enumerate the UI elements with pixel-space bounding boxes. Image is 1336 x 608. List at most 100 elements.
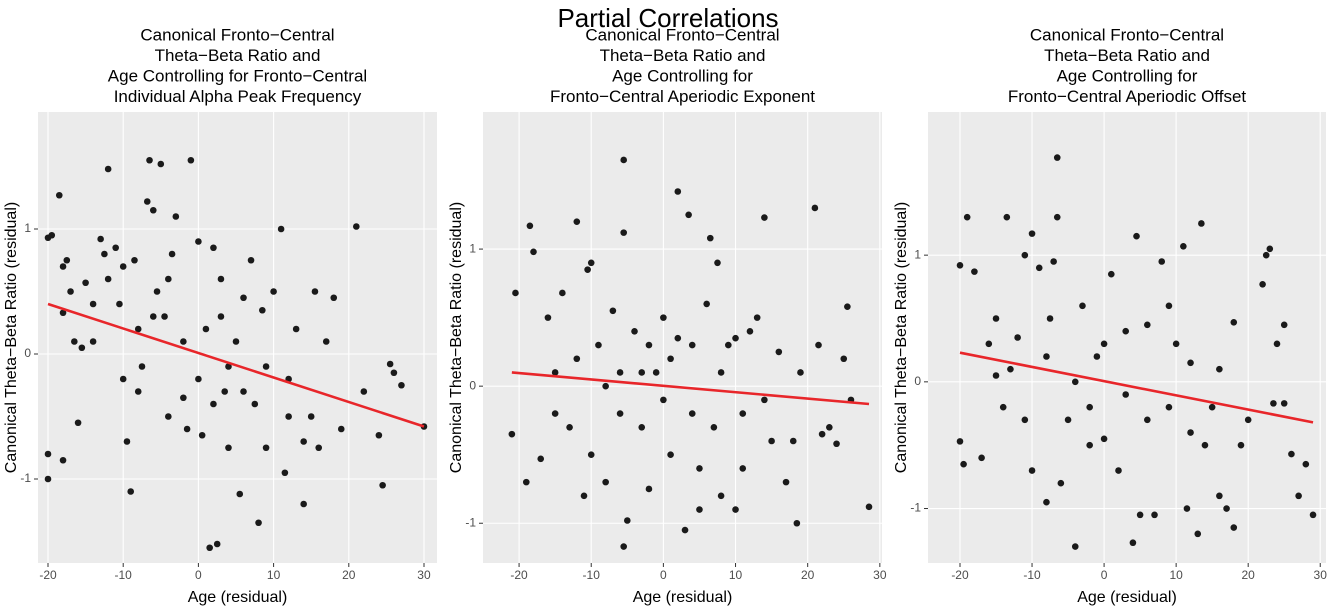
point <box>1093 353 1101 360</box>
point <box>1237 441 1245 449</box>
point <box>1007 365 1014 373</box>
point <box>1122 391 1130 398</box>
point <box>360 388 368 395</box>
panel-title: Theta−Beta Ratio and <box>600 46 766 65</box>
figure-title: Partial Correlations <box>557 3 778 33</box>
point <box>1136 511 1144 519</box>
point <box>1165 302 1173 310</box>
point <box>956 261 964 269</box>
point <box>240 294 247 302</box>
point <box>202 325 210 333</box>
point <box>602 478 609 486</box>
y-axis-label: Canonical Theta−Beta Ratio (residual) <box>3 202 20 473</box>
point <box>97 235 104 243</box>
point <box>761 214 768 221</box>
point <box>281 469 289 477</box>
point <box>165 275 172 283</box>
point <box>217 275 225 283</box>
point <box>59 309 67 317</box>
point <box>551 410 559 417</box>
point <box>1035 264 1043 272</box>
point <box>667 355 674 363</box>
point <box>247 256 255 264</box>
point <box>168 250 176 258</box>
panel-title: Theta−Beta Ratio and <box>1044 46 1210 65</box>
x-tick-label: -10 <box>115 568 133 582</box>
point <box>1280 400 1288 407</box>
point <box>1151 511 1158 519</box>
point <box>1144 321 1151 329</box>
point <box>1270 400 1277 407</box>
point <box>157 160 165 168</box>
fit-line <box>47 302 425 428</box>
point <box>1053 213 1061 221</box>
point <box>1172 340 1180 348</box>
x-tick-label: 30 <box>1314 568 1328 582</box>
point <box>270 288 277 295</box>
x-tick-label: -20 <box>39 568 57 582</box>
point <box>732 506 739 513</box>
x-tick-label: 30 <box>417 568 431 582</box>
point <box>660 396 667 404</box>
x-tick-label: 0 <box>660 568 667 582</box>
point <box>725 341 732 349</box>
point <box>1244 416 1252 424</box>
panel: Canonical Fronto−Central Theta−Beta Ratio… <box>893 25 1327 606</box>
point <box>992 372 1000 379</box>
point <box>300 500 307 508</box>
y-tick-label: -1 <box>465 515 476 529</box>
point <box>620 543 627 550</box>
point <box>259 306 266 314</box>
point <box>1201 441 1209 449</box>
point <box>104 165 112 173</box>
point <box>143 198 151 205</box>
panel-title: Fronto−Central Aperiodic Exponent <box>550 87 815 106</box>
point <box>573 355 581 363</box>
point <box>240 388 247 395</box>
point <box>149 313 157 320</box>
point <box>116 300 123 308</box>
x-tick-label: 10 <box>267 568 281 582</box>
point <box>1295 492 1302 500</box>
point <box>645 485 653 493</box>
point <box>1266 245 1274 253</box>
point <box>180 338 187 345</box>
point <box>775 348 783 356</box>
point <box>526 222 534 230</box>
point <box>1100 435 1108 443</box>
point <box>768 437 775 445</box>
point <box>537 455 545 463</box>
x-tick-label: 0 <box>195 568 202 582</box>
point <box>971 268 978 275</box>
point <box>262 363 270 370</box>
point <box>660 314 667 321</box>
point <box>696 465 703 472</box>
point <box>1183 505 1191 512</box>
point <box>624 517 631 524</box>
point <box>322 338 330 345</box>
x-tick-label: 20 <box>1242 568 1256 582</box>
x-tick-label: -20 <box>951 568 969 582</box>
point <box>616 410 624 417</box>
point <box>587 451 595 459</box>
point <box>101 250 108 258</box>
point <box>1086 441 1093 449</box>
y-axis-label: Canonical Theta−Beta Ratio (residual) <box>893 202 910 473</box>
point <box>811 204 819 212</box>
point <box>1187 359 1194 367</box>
point <box>1208 403 1216 411</box>
point <box>386 360 394 368</box>
point <box>1122 327 1130 335</box>
point <box>1230 524 1238 531</box>
point <box>1280 321 1288 329</box>
point <box>1053 154 1061 161</box>
panel: Canonical Fronto−Central Theta−Beta Ratio… <box>3 25 437 606</box>
point <box>1057 479 1065 487</box>
point <box>551 369 559 376</box>
panel-title: Fronto−Central Aperiodic Offset <box>1008 87 1247 106</box>
point <box>67 288 74 295</box>
point <box>123 438 131 445</box>
x-tick-label: 10 <box>1169 568 1183 582</box>
point <box>1003 213 1011 221</box>
point <box>1064 416 1072 424</box>
